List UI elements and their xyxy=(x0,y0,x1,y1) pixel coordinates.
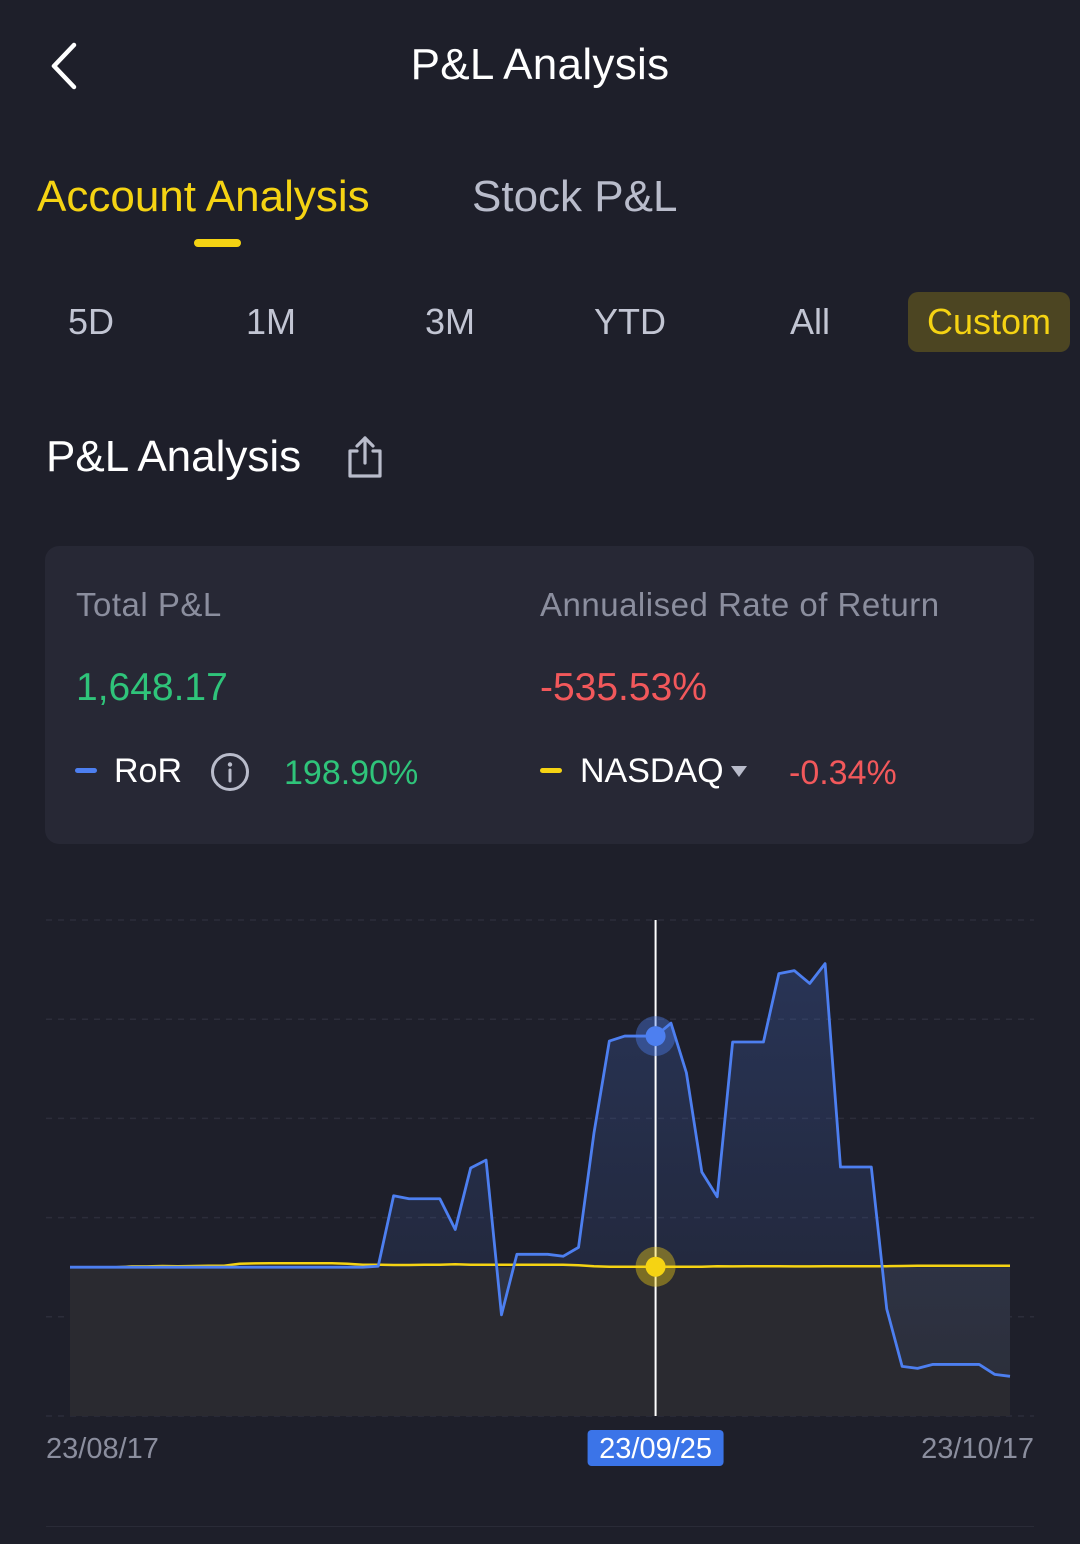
caret-down-icon[interactable] xyxy=(731,766,747,778)
section-title: P&L Analysis xyxy=(46,432,302,481)
annualised-return-value: -535.53% xyxy=(540,666,707,709)
chevron-left-icon xyxy=(51,42,77,90)
summary-card: Total P&L 1,648.17 Annualised Rate of Re… xyxy=(45,546,1034,844)
x-tick-end: 23/10/17 xyxy=(921,1433,1034,1465)
nasdaq-series-line xyxy=(70,1261,1010,1269)
x-tick-start: 23/08/17 xyxy=(46,1433,159,1465)
tab-bar: Account Analysis Stock P&L xyxy=(0,172,1080,252)
ror-value: 198.90% xyxy=(284,754,419,792)
pl-chart[interactable]: 23/08/17 23/10/17 23/09/25 xyxy=(0,900,1080,1500)
benchmark-selector[interactable]: NASDAQ xyxy=(580,752,724,790)
nasdaq-selected-point xyxy=(645,1256,666,1277)
selected-date-badge xyxy=(587,1430,724,1466)
period-custom[interactable]: Custom xyxy=(908,292,1070,352)
back-button[interactable] xyxy=(38,38,88,94)
total-pl-label: Total P&L xyxy=(76,586,222,623)
chart-canvas[interactable]: 23/08/17 23/10/17 23/09/25 xyxy=(0,900,1080,1500)
ror-selected-point xyxy=(645,1026,666,1047)
period-all[interactable]: All xyxy=(789,301,830,342)
total-pl-value: 1,648.17 xyxy=(76,666,228,709)
active-tab-indicator xyxy=(194,239,241,247)
ror-series-line xyxy=(70,962,1011,1378)
period-selector: 5D 1M 3M YTD All Custom xyxy=(0,292,1080,354)
baseline-area xyxy=(70,1267,1010,1416)
ror-area xyxy=(70,963,1010,1377)
benchmark-value: -0.34% xyxy=(789,754,897,792)
info-icon[interactable] xyxy=(210,752,250,792)
period-1m[interactable]: 1M xyxy=(245,301,296,342)
period-5d[interactable]: 5D xyxy=(67,301,115,342)
header: P&L Analysis xyxy=(0,0,1080,140)
benchmark-legend-swatch xyxy=(540,768,562,773)
page-title: P&L Analysis xyxy=(410,40,670,89)
period-ytd[interactable]: YTD xyxy=(594,301,666,342)
x-tick-selected: 23/09/25 xyxy=(599,1433,712,1465)
period-3m[interactable]: 3M xyxy=(424,301,475,342)
tab-stock-pl[interactable]: Stock P&L xyxy=(472,172,678,221)
ror-legend-swatch xyxy=(75,768,97,773)
annualised-return-label: Annualised Rate of Return xyxy=(540,586,940,623)
share-icon[interactable] xyxy=(344,434,386,480)
divider xyxy=(46,1526,1034,1527)
tab-account-analysis[interactable]: Account Analysis xyxy=(37,172,370,221)
ror-legend-label: RoR xyxy=(114,752,183,790)
